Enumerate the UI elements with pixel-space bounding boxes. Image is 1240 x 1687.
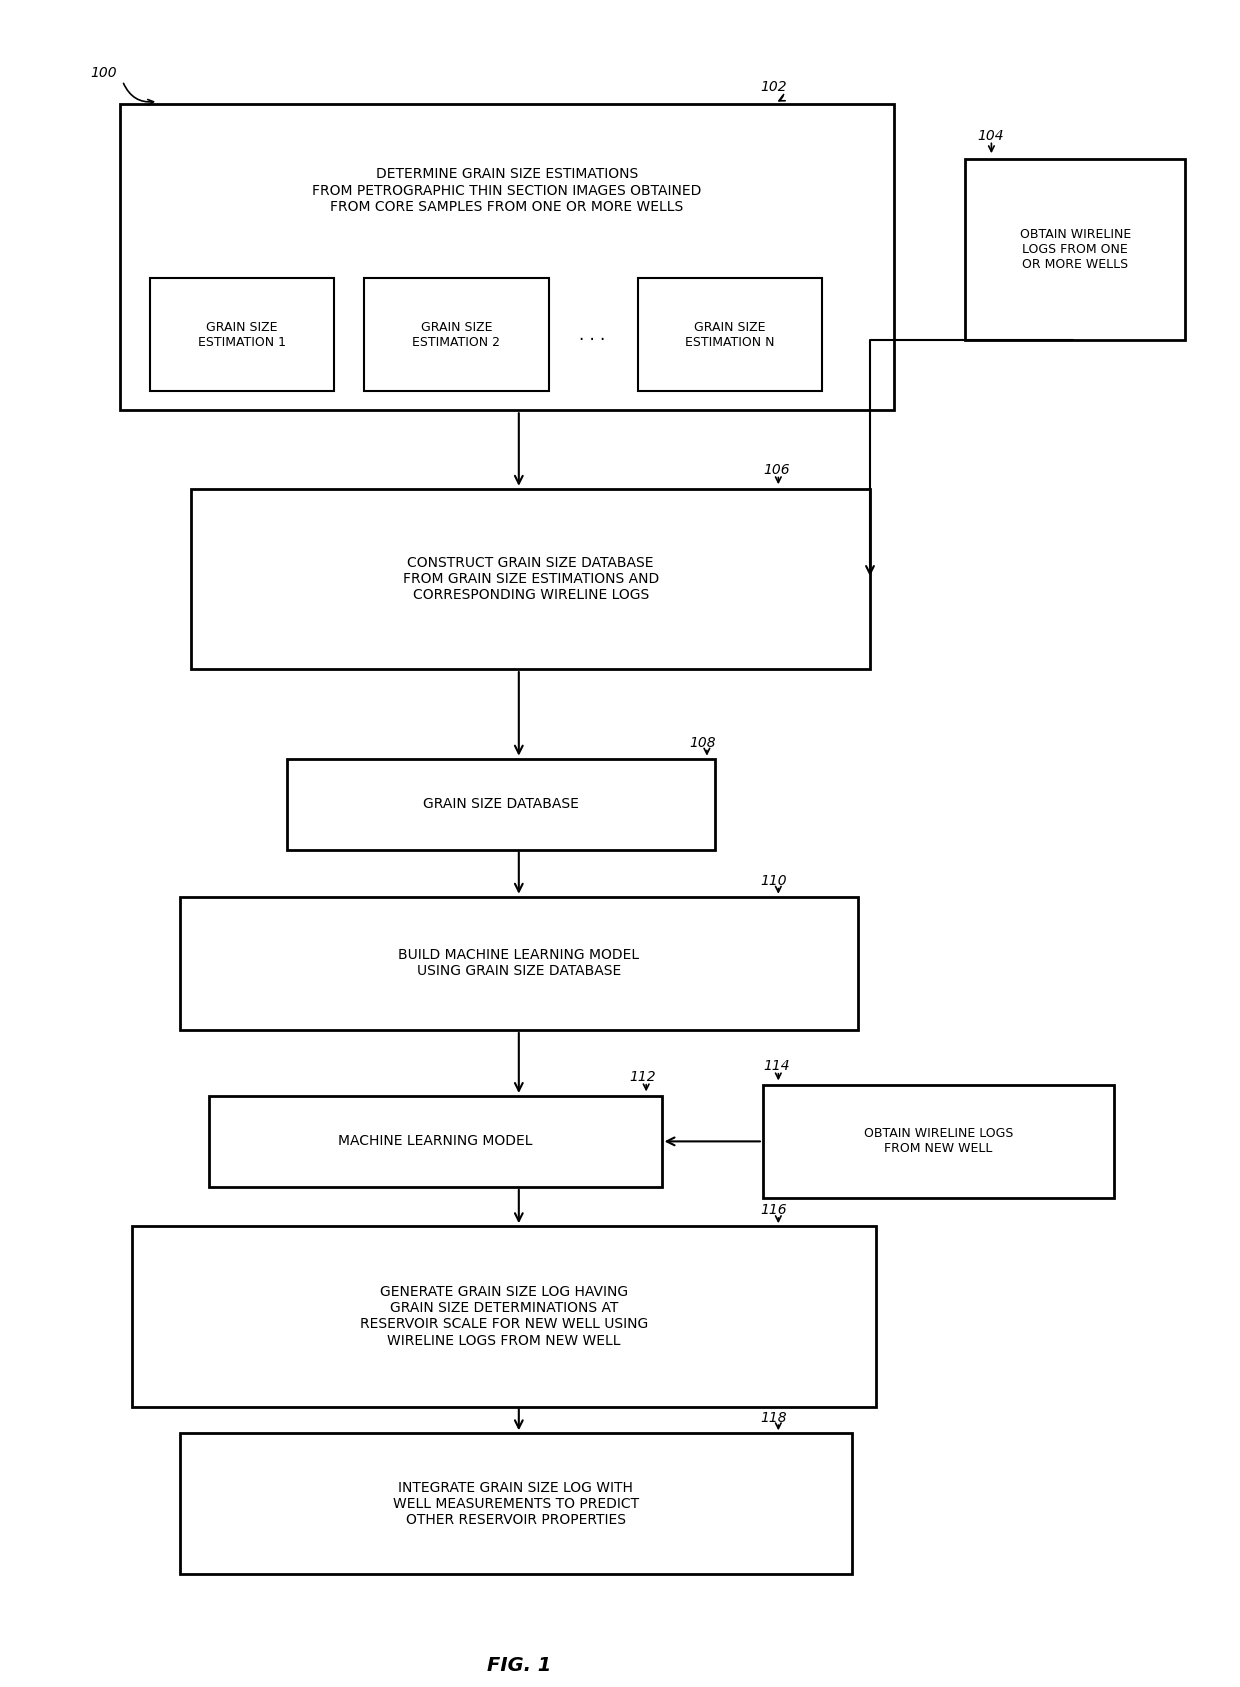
Text: 112: 112 — [630, 1070, 656, 1085]
FancyArrowPatch shape — [779, 94, 785, 101]
FancyBboxPatch shape — [965, 159, 1185, 339]
FancyBboxPatch shape — [180, 897, 858, 1031]
Text: BUILD MACHINE LEARNING MODEL
USING GRAIN SIZE DATABASE: BUILD MACHINE LEARNING MODEL USING GRAIN… — [398, 948, 640, 978]
FancyArrowPatch shape — [775, 1424, 781, 1429]
Text: 116: 116 — [760, 1203, 787, 1218]
FancyBboxPatch shape — [763, 1085, 1114, 1198]
FancyBboxPatch shape — [637, 278, 822, 391]
FancyArrowPatch shape — [775, 477, 781, 482]
Text: DETERMINE GRAIN SIZE ESTIMATIONS
FROM PETROGRAPHIC THIN SECTION IMAGES OBTAINED
: DETERMINE GRAIN SIZE ESTIMATIONS FROM PE… — [312, 167, 702, 214]
Text: 118: 118 — [760, 1410, 787, 1424]
Text: GRAIN SIZE
ESTIMATION 2: GRAIN SIZE ESTIMATION 2 — [413, 321, 500, 349]
FancyArrowPatch shape — [775, 1073, 781, 1078]
Text: GRAIN SIZE DATABASE: GRAIN SIZE DATABASE — [423, 796, 579, 811]
Text: MACHINE LEARNING MODEL: MACHINE LEARNING MODEL — [339, 1134, 533, 1149]
Text: 114: 114 — [763, 1059, 790, 1073]
FancyBboxPatch shape — [286, 759, 715, 850]
Text: CONSTRUCT GRAIN SIZE DATABASE
FROM GRAIN SIZE ESTIMATIONS AND
CORRESPONDING WIRE: CONSTRUCT GRAIN SIZE DATABASE FROM GRAIN… — [403, 555, 658, 602]
FancyBboxPatch shape — [210, 1097, 662, 1188]
FancyArrowPatch shape — [124, 83, 154, 105]
Text: 108: 108 — [689, 736, 715, 751]
FancyArrowPatch shape — [988, 143, 994, 152]
FancyArrowPatch shape — [775, 886, 781, 892]
Text: 100: 100 — [91, 66, 117, 79]
FancyArrowPatch shape — [644, 1085, 649, 1090]
FancyArrowPatch shape — [704, 749, 709, 754]
FancyBboxPatch shape — [365, 278, 548, 391]
Text: 110: 110 — [760, 874, 787, 887]
Text: INTEGRATE GRAIN SIZE LOG WITH
WELL MEASUREMENTS TO PREDICT
OTHER RESERVOIR PROPE: INTEGRATE GRAIN SIZE LOG WITH WELL MEASU… — [393, 1481, 639, 1527]
Text: GRAIN SIZE
ESTIMATION 1: GRAIN SIZE ESTIMATION 1 — [198, 321, 286, 349]
Text: 106: 106 — [763, 462, 790, 477]
Text: OBTAIN WIRELINE LOGS
FROM NEW WELL: OBTAIN WIRELINE LOGS FROM NEW WELL — [864, 1127, 1013, 1156]
FancyBboxPatch shape — [150, 278, 335, 391]
Text: . . .: . . . — [579, 326, 606, 344]
FancyBboxPatch shape — [191, 489, 870, 670]
Text: GRAIN SIZE
ESTIMATION N: GRAIN SIZE ESTIMATION N — [686, 321, 775, 349]
Text: OBTAIN WIRELINE
LOGS FROM ONE
OR MORE WELLS: OBTAIN WIRELINE LOGS FROM ONE OR MORE WE… — [1019, 228, 1131, 272]
FancyBboxPatch shape — [180, 1434, 852, 1574]
Text: GENERATE GRAIN SIZE LOG HAVING
GRAIN SIZE DETERMINATIONS AT
RESERVOIR SCALE FOR : GENERATE GRAIN SIZE LOG HAVING GRAIN SIZ… — [360, 1285, 649, 1348]
Text: 102: 102 — [760, 79, 787, 94]
Text: 104: 104 — [977, 128, 1003, 143]
Text: FIG. 1: FIG. 1 — [486, 1657, 551, 1675]
FancyArrowPatch shape — [775, 1216, 781, 1221]
FancyBboxPatch shape — [131, 1226, 875, 1407]
FancyBboxPatch shape — [120, 105, 894, 410]
